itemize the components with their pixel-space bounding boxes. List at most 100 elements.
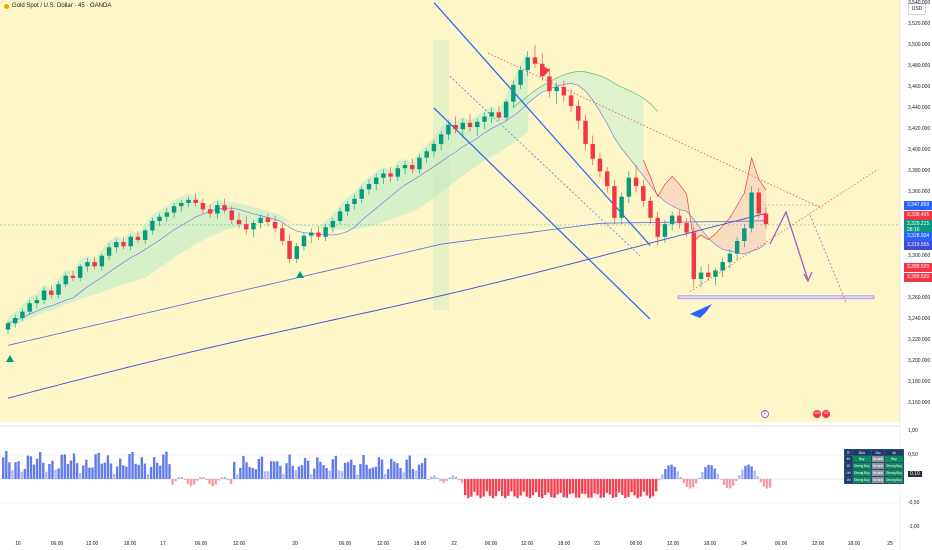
oscillator-bar bbox=[236, 474, 239, 479]
ma-fast-line bbox=[7, 83, 767, 324]
oscillator-bar bbox=[405, 459, 408, 479]
candle-body bbox=[525, 57, 530, 71]
oscillator-bar bbox=[698, 477, 701, 479]
oscillator-bar bbox=[473, 479, 476, 492]
price-tick-label: 3,420.000 bbox=[908, 126, 931, 133]
oscillator-bar bbox=[242, 455, 245, 479]
oscillator-bar bbox=[491, 479, 495, 499]
candle-body bbox=[482, 116, 487, 122]
rating-osc: Neutral bbox=[870, 455, 886, 463]
oscillator-bar bbox=[168, 464, 171, 479]
candle-body bbox=[583, 120, 588, 144]
candle-body bbox=[323, 227, 328, 237]
time-tick-label: 06:00 bbox=[774, 541, 788, 547]
time-tick-label: 06:00 bbox=[194, 541, 208, 547]
candle-body bbox=[590, 143, 595, 159]
candle-body bbox=[402, 165, 408, 169]
oscillator-bar bbox=[741, 469, 744, 479]
oscillator-bar bbox=[131, 451, 134, 479]
candle-body bbox=[388, 173, 393, 177]
candle-body bbox=[395, 168, 401, 177]
oscillator-bar bbox=[82, 465, 85, 479]
rating-row-1w: 1W Strong Buy Neutral Strong Buy bbox=[844, 469, 904, 477]
oscillator-bar bbox=[537, 479, 541, 497]
oscillator-bar bbox=[464, 479, 467, 496]
oscillator-bar bbox=[442, 479, 445, 483]
oscillator-bar bbox=[507, 479, 510, 496]
oscillator-bar bbox=[245, 462, 248, 479]
oscillator-bar bbox=[756, 476, 759, 479]
projection-arrowhead bbox=[803, 271, 813, 283]
rating-all: Strong Buy bbox=[884, 469, 904, 477]
oscillator-bar bbox=[319, 461, 322, 479]
oscillator-bar bbox=[337, 470, 341, 479]
candle-body bbox=[114, 242, 119, 248]
price-label-tag: 3,329.215 bbox=[904, 220, 932, 230]
candle-body bbox=[633, 177, 639, 187]
candle-body bbox=[763, 213, 769, 225]
ma-mid-line bbox=[7, 220, 767, 346]
oscillator-bar bbox=[494, 479, 498, 497]
support-zone bbox=[677, 295, 875, 300]
oscillator-bar bbox=[427, 479, 430, 480]
time-tick-label: 12:00 bbox=[811, 541, 825, 547]
oscillator-bar bbox=[439, 479, 442, 482]
time-tick-label: 18:00 bbox=[703, 541, 717, 547]
oscillator-bar bbox=[374, 466, 378, 479]
oscillator-bar bbox=[276, 461, 279, 479]
event-icon-us-1[interactable]: US bbox=[813, 410, 821, 418]
oscillator-bar bbox=[5, 451, 8, 479]
candle-body bbox=[27, 303, 32, 312]
oscillator-bar bbox=[750, 466, 753, 479]
oscillator-bar bbox=[470, 479, 473, 497]
oscillator-bar bbox=[57, 468, 60, 479]
oscillator-bar bbox=[433, 475, 436, 479]
bullish-cloud-2 bbox=[527, 71, 644, 176]
oscillator-bar bbox=[621, 479, 624, 495]
oscillator-bar bbox=[624, 479, 627, 499]
candle-body bbox=[460, 122, 466, 130]
oscillator-bar bbox=[584, 479, 587, 494]
oscillator-bar bbox=[322, 465, 325, 479]
candle-body bbox=[251, 223, 256, 230]
price-tick-label: 3,500.000 bbox=[908, 41, 931, 48]
symbol-title[interactable]: Gold Spot / U.S. Dollar · 45 · OANDA bbox=[4, 3, 111, 9]
rising-trendline bbox=[689, 168, 879, 292]
event-icon-us-2[interactable]: US bbox=[822, 410, 830, 418]
currency-button[interactable]: USD bbox=[908, 3, 926, 15]
oscillator-bar bbox=[192, 479, 196, 485]
oscillator-bar bbox=[497, 479, 501, 492]
oscillator-bar bbox=[614, 479, 618, 498]
event-icon-f[interactable]: F bbox=[761, 410, 769, 418]
ma-slow-line bbox=[7, 212, 767, 399]
oscillator-bar bbox=[713, 468, 716, 479]
candle-body bbox=[265, 217, 271, 222]
channel-mid-line bbox=[449, 76, 641, 256]
oscillator-bar bbox=[79, 473, 82, 479]
candle-body bbox=[5, 323, 11, 330]
oscillator-bar bbox=[544, 479, 547, 495]
oscillator-bar bbox=[368, 468, 371, 479]
oscillator-bar bbox=[457, 479, 461, 481]
price-label-tag: 3,289.520 bbox=[904, 263, 932, 273]
oscillator-bar bbox=[445, 479, 448, 481]
oscillator-bar bbox=[183, 479, 187, 480]
oscillator-bar bbox=[691, 479, 695, 488]
oscillator-bar bbox=[196, 479, 199, 481]
candle-body bbox=[186, 199, 191, 203]
oscillator-bar bbox=[676, 471, 679, 479]
time-tick-label: 06:00 bbox=[338, 541, 352, 547]
oscillator-bar bbox=[20, 471, 23, 479]
candle-body bbox=[179, 203, 184, 207]
oscillator-bar bbox=[642, 479, 646, 492]
oscillator-bar bbox=[171, 479, 174, 485]
oscillator-bar bbox=[528, 479, 532, 499]
oscillator-bar bbox=[710, 465, 713, 479]
oscillator-bar bbox=[408, 455, 411, 479]
oscillator-bar bbox=[704, 467, 707, 479]
oscillator-bar bbox=[48, 463, 51, 479]
rating-tf: 1D bbox=[844, 462, 853, 470]
oscillator-bar bbox=[568, 479, 572, 495]
oscillator-bar bbox=[513, 479, 516, 497]
